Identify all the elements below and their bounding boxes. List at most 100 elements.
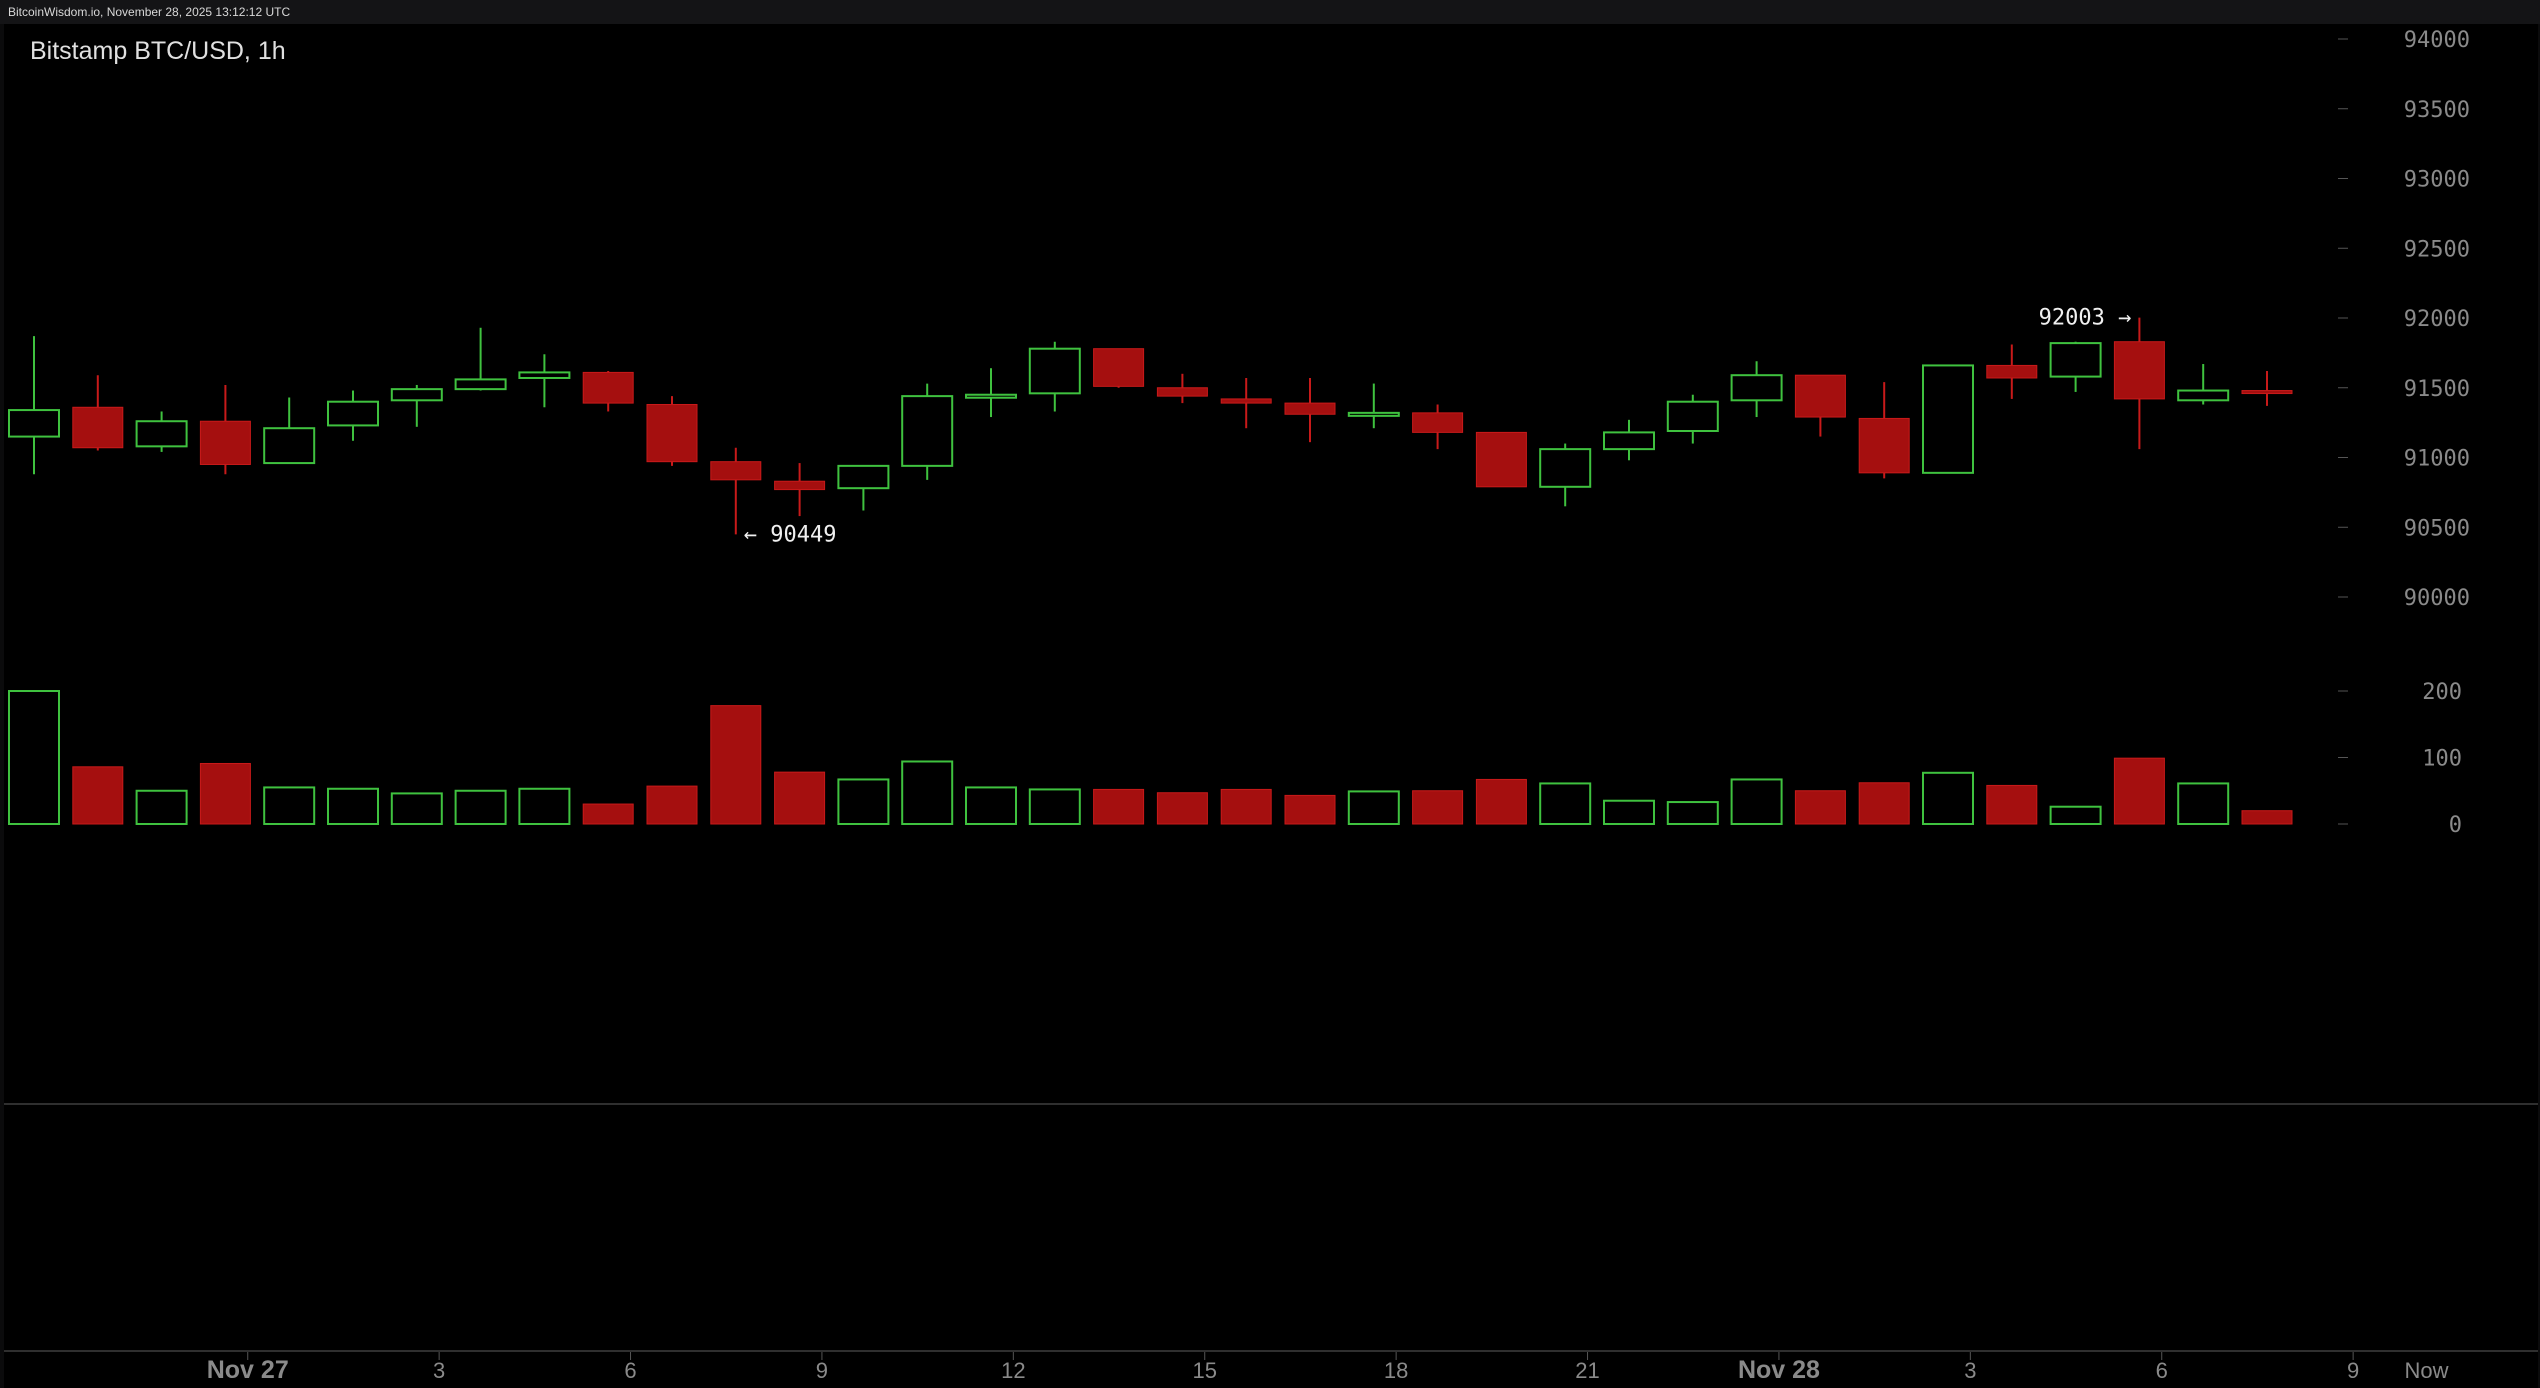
- time-axis: Nov 27 3 6 9 12 15 18 21 Nov 28 3 6 9 Now: [207, 1351, 2449, 1384]
- volume-tick-label: 200: [2422, 680, 2462, 705]
- volume-bar-down: [582, 803, 634, 825]
- candle-body-up: [135, 420, 188, 448]
- candles: [8, 317, 2293, 535]
- volume-bar-down: [1220, 788, 1272, 825]
- candle-body-down: [646, 403, 698, 463]
- volume-bars: [8, 690, 2293, 826]
- volume-bar-up: [454, 789, 507, 825]
- candle-body-down: [1794, 374, 1846, 418]
- candle-body-up: [454, 378, 507, 391]
- candle-body-up: [1666, 400, 1719, 432]
- time-tick-label: Nov 28: [1738, 1356, 1820, 1384]
- chart-canvas[interactable]: 9400093500930009250092000915009100090500…: [4, 24, 2538, 1388]
- time-tick-label: Now: [2404, 1358, 2448, 1383]
- volume-bar-up: [901, 760, 954, 825]
- time-tick-label: 3: [433, 1358, 445, 1383]
- price-axis: 94000 93500 93000 92500 92000 91500 91000 90500…: [2338, 28, 2470, 611]
- price-tick-label: 92500: [2404, 237, 2470, 262]
- candle-body-down: [710, 461, 762, 481]
- candle-body-down: [72, 406, 124, 449]
- time-tick-label: 3: [1964, 1358, 1976, 1383]
- candle-body-up: [263, 427, 316, 465]
- price-tick-label: 94000: [2404, 28, 2470, 53]
- volume-bar-up: [965, 786, 1017, 825]
- volume-bar-up: [8, 690, 60, 825]
- candle-body-down: [1284, 402, 1336, 415]
- chart-frame[interactable]: 94000 93500 93000 92500 92000 91500 91000 90500…: [4, 24, 2538, 1388]
- price-tick-label: 92000: [2404, 307, 2470, 332]
- candle-body-down: [774, 480, 826, 491]
- header-timestamp: BitcoinWisdom.io, November 28, 2025 13:1…: [8, 5, 291, 19]
- candle-body-up: [2049, 342, 2102, 378]
- volume-bar-down: [1475, 778, 1527, 825]
- time-tick-label: 6: [2156, 1358, 2168, 1383]
- candle-body-down: [582, 371, 634, 404]
- volume-tick-label: 100: [2422, 747, 2462, 772]
- volume-bar-up: [1666, 801, 1719, 825]
- candle-body-up: [1730, 374, 1783, 402]
- candle-body-down: [1858, 417, 1910, 474]
- price-tick-label: 93500: [2404, 98, 2470, 123]
- time-tick-label: 12: [1001, 1358, 1025, 1383]
- volume-bar-up: [837, 778, 890, 826]
- candle-body-up: [1539, 448, 1592, 488]
- time-tick-label: 9: [2347, 1358, 2359, 1383]
- volume-bar-up: [1603, 799, 1655, 825]
- candle-body-down: [2241, 390, 2293, 395]
- price-tick-label: 91500: [2404, 377, 2470, 402]
- volume-bar-up: [1028, 788, 1081, 825]
- candle-body-up: [965, 393, 1017, 399]
- candle-body-up: [901, 395, 954, 467]
- price-annotation: 92003 →: [2039, 306, 2132, 331]
- candle-body-up: [390, 388, 443, 402]
- volume-bar-down: [1412, 790, 1464, 825]
- candle-body-down: [2113, 341, 2165, 400]
- price-tick-label: 91000: [2404, 447, 2470, 472]
- candle-body-down: [1475, 431, 1527, 488]
- volume-bar-down: [1156, 792, 1208, 825]
- candle-body-up: [1347, 411, 1400, 417]
- volume-bar-up: [327, 787, 379, 826]
- candle-body-down: [1412, 412, 1464, 433]
- volume-bar-up: [263, 786, 316, 825]
- candle-body-up: [1922, 364, 1974, 474]
- volume-bar-down: [774, 771, 826, 825]
- annotations: ← 90449 92003 →: [744, 306, 2132, 548]
- candle-body-down: [1093, 348, 1145, 387]
- volume-bar-up: [1539, 782, 1592, 825]
- candle-body-up: [518, 371, 571, 379]
- volume-tick-label: 0: [2449, 813, 2462, 838]
- volume-bar-down: [1093, 788, 1145, 825]
- candle-body-up: [2177, 389, 2230, 402]
- price-tick-label: 90000: [2404, 586, 2470, 611]
- volume-axis: 200 100 0: [2338, 680, 2462, 838]
- header-bar: BitcoinWisdom.io, November 28, 2025 13:1…: [0, 0, 2540, 24]
- candle-body-down: [1220, 398, 1272, 404]
- volume-bar-up: [390, 792, 443, 825]
- volume-bar-up: [1730, 778, 1783, 826]
- candle-body-up: [327, 400, 379, 427]
- candle-body-up: [1603, 431, 1655, 451]
- candle-body-up: [8, 409, 60, 438]
- candle-body-down: [199, 420, 251, 465]
- chart-title: Bitstamp BTC/USD, 1h: [30, 37, 286, 65]
- volume-bar-down: [1794, 790, 1846, 825]
- volume-bar-down: [1858, 782, 1910, 825]
- time-tick-label: 9: [816, 1358, 828, 1383]
- volume-bar-down: [2241, 810, 2293, 825]
- volume-bar-down: [1986, 784, 2038, 825]
- volume-bar-down: [199, 762, 251, 825]
- volume-bar-up: [518, 787, 571, 826]
- time-tick-label: Nov 27: [207, 1356, 289, 1384]
- volume-bar-up: [2177, 782, 2230, 825]
- candle-body-up: [837, 464, 890, 490]
- volume-bar-up: [1347, 790, 1400, 825]
- time-tick-label: 6: [624, 1358, 636, 1383]
- candle-body-up: [1028, 347, 1081, 395]
- price-annotation: ← 90449: [744, 522, 837, 547]
- volume-bar-down: [646, 785, 698, 825]
- price-tick-label: 90500: [2404, 516, 2470, 541]
- volume-bar-up: [1922, 771, 1974, 825]
- volume-bar-up: [135, 789, 188, 825]
- time-tick-label: 21: [1575, 1358, 1599, 1383]
